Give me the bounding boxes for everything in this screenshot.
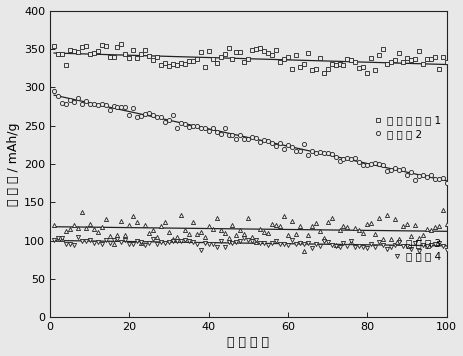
X-axis label: 循 环 次 数: 循 环 次 数 — [227, 336, 269, 349]
Legend: 实 施 例 3, 实 施 例 4: 实 施 例 3, 实 施 例 4 — [391, 238, 440, 262]
Y-axis label: 比 容 量 / mAh/g: 比 容 量 / mAh/g — [7, 122, 20, 206]
